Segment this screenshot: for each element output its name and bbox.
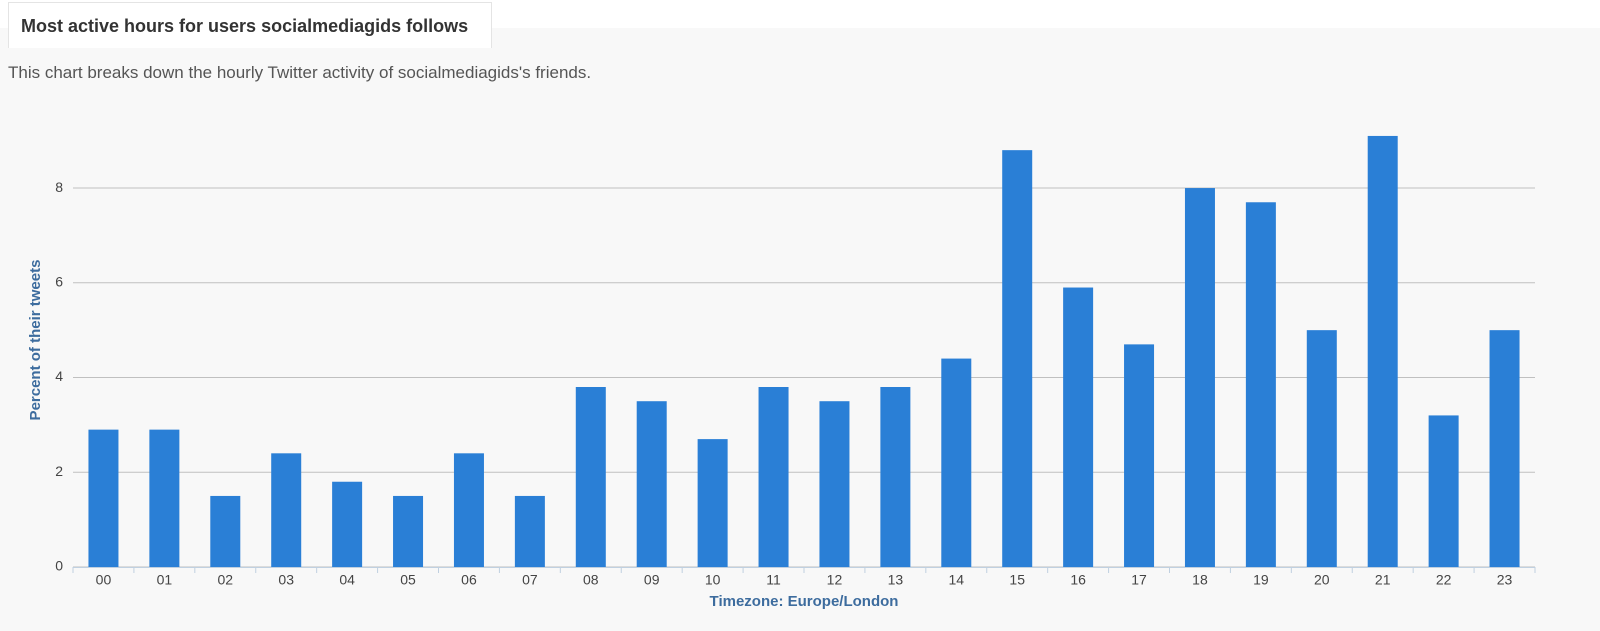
y-tick-label: 8 xyxy=(55,179,63,195)
bar xyxy=(393,495,424,567)
x-tick-label: 09 xyxy=(644,572,660,588)
x-tick-label: 21 xyxy=(1375,572,1391,588)
x-tick-label: 00 xyxy=(96,572,112,588)
y-tick-label: 0 xyxy=(55,558,63,574)
x-tick-label: 05 xyxy=(400,572,416,588)
bar xyxy=(514,495,545,567)
bar xyxy=(149,429,180,567)
x-tick-label: 13 xyxy=(888,572,904,588)
bar xyxy=(636,401,667,567)
bar xyxy=(453,453,484,567)
bar xyxy=(1428,415,1459,567)
x-tick-label: 07 xyxy=(522,572,538,588)
x-tick-label: 16 xyxy=(1070,572,1086,588)
bar xyxy=(941,358,972,567)
x-tick-label: 03 xyxy=(278,572,294,588)
chart-title: Most active hours for users socialmediag… xyxy=(8,2,492,48)
x-tick-label: 19 xyxy=(1253,572,1269,588)
bar xyxy=(210,495,241,567)
x-tick-label: 18 xyxy=(1192,572,1208,588)
bar xyxy=(1489,330,1520,567)
x-tick-label: 20 xyxy=(1314,572,1330,588)
x-tick-label: 04 xyxy=(339,572,355,588)
x-tick-label: 14 xyxy=(949,572,965,588)
x-tick-label: 02 xyxy=(218,572,234,588)
y-tick-label: 4 xyxy=(55,368,63,384)
bar xyxy=(575,387,606,567)
bar xyxy=(1063,287,1094,567)
bar xyxy=(88,429,119,567)
bar xyxy=(880,387,911,567)
bar xyxy=(758,387,789,567)
x-tick-label: 11 xyxy=(766,572,781,588)
x-tick-label: 01 xyxy=(157,572,173,588)
x-tick-label: 15 xyxy=(1009,572,1025,588)
bar xyxy=(1002,150,1033,567)
x-tick-label: 06 xyxy=(461,572,477,588)
y-axis-title: Percent of their tweets xyxy=(27,260,44,421)
chart-subtitle: This chart breaks down the hourly Twitte… xyxy=(8,63,592,82)
bar xyxy=(1124,344,1155,567)
x-tick-label: 23 xyxy=(1497,572,1513,588)
bar xyxy=(1367,135,1398,567)
x-tick-label: 08 xyxy=(583,572,599,588)
bar xyxy=(697,439,728,567)
x-axis-title: Timezone: Europe/London xyxy=(710,593,899,610)
x-tick-label: 10 xyxy=(705,572,721,588)
x-tick-label: 17 xyxy=(1131,572,1147,588)
y-tick-label: 6 xyxy=(55,273,63,289)
x-tick-label: 12 xyxy=(827,572,843,588)
bar xyxy=(271,453,302,567)
bar xyxy=(1184,188,1215,568)
bar xyxy=(1306,330,1337,567)
bar xyxy=(1245,202,1276,567)
bar xyxy=(332,481,363,567)
bar xyxy=(819,401,850,567)
x-tick-label: 22 xyxy=(1436,572,1452,588)
y-tick-label: 2 xyxy=(55,463,63,479)
